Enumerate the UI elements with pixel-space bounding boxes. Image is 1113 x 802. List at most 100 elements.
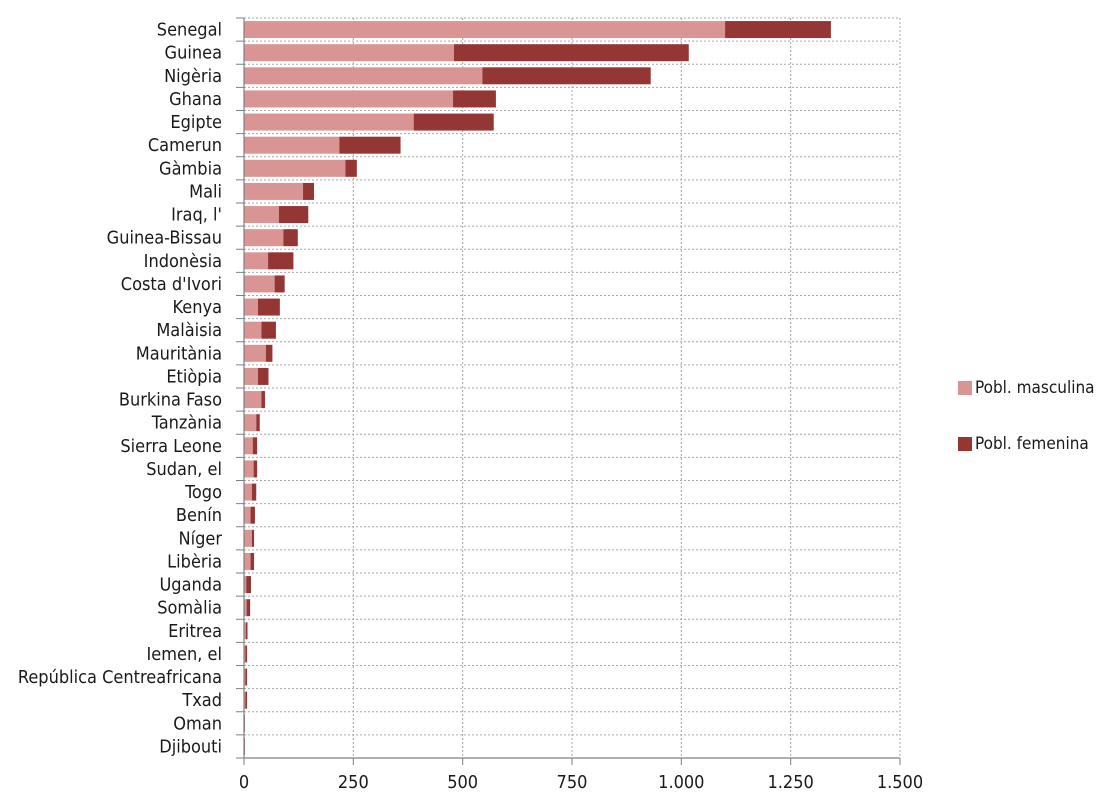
category-label: Sierra Leone: [120, 436, 222, 457]
category-label: Etiòpia: [166, 366, 222, 387]
bar-female: [261, 391, 265, 409]
bar-female: [482, 67, 651, 85]
category-label: Níger: [178, 528, 222, 549]
bar-female: [413, 113, 494, 131]
bar-female: [257, 298, 280, 316]
x-tick-label: 1.000: [658, 772, 704, 793]
bar-male: [244, 344, 266, 362]
category-label: Eritrea: [168, 621, 222, 642]
category-label: Iraq, l': [171, 205, 222, 226]
bar-male: [244, 529, 252, 547]
category-label: Iemen, el: [147, 644, 223, 665]
category-label: Uganda: [159, 575, 222, 596]
category-label: Tanzània: [151, 413, 222, 434]
bar-male: [244, 206, 279, 224]
category-label: Burkina Faso: [119, 390, 222, 411]
bar-male: [244, 460, 254, 478]
category-label: Egipte: [170, 112, 222, 133]
legend: Pobl. masculina Pobl. femenina: [958, 375, 1095, 487]
bar-male: [244, 367, 258, 385]
bar-female: [251, 529, 255, 547]
category-label: Camerun: [148, 135, 222, 156]
category-label: Kenya: [173, 297, 222, 318]
bar-male: [244, 298, 258, 316]
bar-female: [339, 136, 401, 154]
category-label: Guinea-Bissau: [107, 228, 222, 249]
bar-male: [244, 21, 726, 39]
bar-female: [257, 367, 269, 385]
category-label: Libèria: [167, 551, 222, 572]
bar-male: [244, 576, 247, 594]
bar-female: [246, 576, 251, 594]
bar-female: [278, 206, 309, 224]
legend-item-male: Pobl. masculina: [958, 375, 1095, 401]
bar-female: [303, 182, 314, 200]
bar-female: [245, 668, 248, 686]
legend-swatch-female: [958, 437, 972, 451]
category-label: Nigèria: [164, 66, 222, 87]
bar-female: [250, 506, 255, 524]
bar-female: [245, 691, 248, 709]
bar-female: [345, 159, 357, 177]
category-label: Sudan, el: [146, 459, 222, 480]
bar-male: [244, 622, 246, 640]
grid: [244, 17, 901, 759]
category-label: Mauritània: [136, 343, 222, 364]
category-label: Ghana: [169, 89, 222, 110]
bar-female: [245, 622, 248, 640]
bar-female: [256, 414, 260, 432]
legend-label-male: Pobl. masculina: [975, 378, 1095, 398]
bar-female: [245, 645, 248, 663]
x-tick-label: 250: [338, 772, 369, 793]
category-label: Guinea: [165, 43, 222, 64]
bar-male: [244, 275, 275, 293]
bar-female: [246, 599, 251, 617]
bar-male: [244, 229, 284, 247]
legend-swatch-male: [958, 381, 972, 395]
category-label: Oman: [173, 713, 222, 734]
legend-label-female: Pobl. femenina: [975, 434, 1089, 454]
bar-female: [453, 90, 496, 108]
bar-female: [274, 275, 285, 293]
bar-male: [244, 645, 246, 663]
bar-male: [244, 391, 262, 409]
bar-female: [261, 321, 276, 339]
bar-male: [244, 90, 454, 108]
bar-male: [244, 483, 252, 501]
bar-male: [244, 182, 304, 200]
bar-female: [268, 252, 294, 270]
bar-male: [244, 113, 414, 131]
x-tick-label: 1.250: [767, 772, 813, 793]
bar-male: [244, 437, 253, 455]
bar-female: [250, 552, 255, 570]
category-label: Mali: [189, 181, 222, 202]
bar-male: [244, 136, 340, 154]
bar-male: [244, 252, 269, 270]
bar-male: [244, 668, 246, 686]
bar-male: [244, 506, 251, 524]
bar-female: [253, 460, 258, 478]
bars: [244, 21, 831, 755]
bar-female: [251, 483, 257, 501]
category-label: Somàlia: [157, 598, 222, 619]
category-label: República Centreafricana: [18, 667, 222, 688]
bar-female: [453, 44, 689, 62]
legend-item-female: Pobl. femenina: [958, 431, 1095, 457]
bar-male: [244, 321, 262, 339]
category-label: Txad: [181, 690, 222, 711]
bar-male: [244, 159, 346, 177]
x-tick-label: 0: [239, 772, 249, 793]
category-label: Malàisia: [156, 320, 222, 341]
bar-male: [244, 599, 247, 617]
x-tick-label: 1.500: [877, 772, 923, 793]
bar-male: [244, 414, 257, 432]
bar-male: [244, 552, 251, 570]
category-label: Costa d'Ivori: [121, 274, 222, 295]
bar-male: [244, 44, 454, 62]
category-label: Senegal: [157, 20, 222, 41]
y-axis-labels: SenegalGuineaNigèriaGhanaEgipteCamerunGà…: [18, 20, 222, 758]
x-tick-label: 750: [557, 772, 588, 793]
category-label: Togo: [184, 482, 222, 503]
bar-male: [244, 691, 246, 709]
